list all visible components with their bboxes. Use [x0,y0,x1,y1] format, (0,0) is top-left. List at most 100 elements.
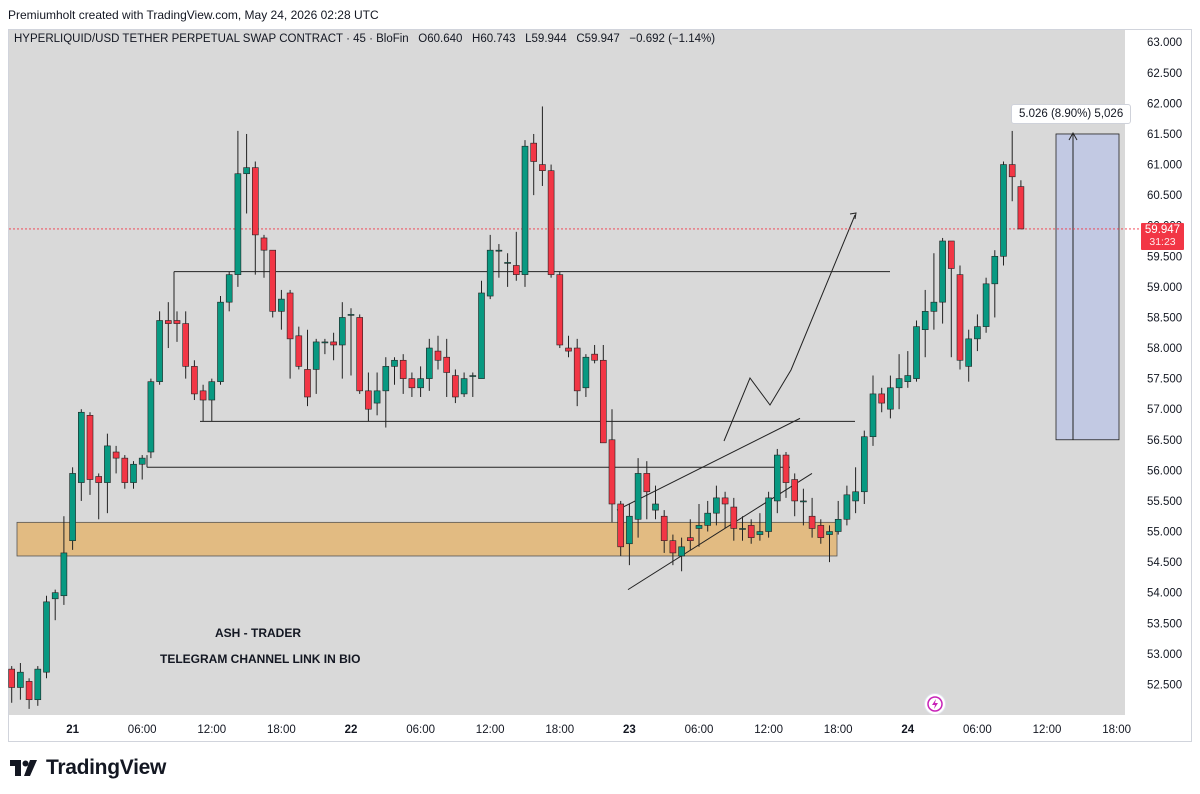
candle-body [95,476,102,483]
candle-body [295,335,303,367]
x-tick-label: 12:00 [1033,724,1062,736]
candle-body [234,173,242,275]
candle-body [199,390,207,401]
close-value: 59.947 [584,33,620,45]
y-tick-label: 54.000 [1147,588,1182,600]
candle-body [312,341,320,370]
candle-body [425,347,433,379]
candle-body [443,356,451,373]
candle-body [547,170,555,275]
candle-body [608,439,616,505]
watermark-line-1: ASH - TRADER [215,626,301,640]
candle-body [730,506,738,529]
x-tick-label: 12:00 [476,724,505,736]
candle-body [104,445,111,483]
candle-body [539,164,546,171]
x-tick-label: 24 [901,724,914,736]
y-tick-label: 61.000 [1147,160,1182,172]
candle-body [156,320,163,382]
candle-body [713,497,720,514]
candle-body [965,338,973,367]
symbol-legend[interactable]: HYPERLIQUID/USD TETHER PERPETUAL SWAP CO… [14,33,715,45]
candle-body [826,531,833,535]
candle-body [652,503,659,511]
candle-body [930,301,938,312]
candle-body [565,347,572,352]
measure-arrowhead [1068,131,1078,141]
candle-body [921,311,929,330]
y-tick-label: 62.500 [1147,68,1182,80]
candle-body [504,262,511,264]
candle-body [991,255,999,285]
low-label: L [525,33,532,45]
candle-body [173,320,181,324]
candle-body [887,387,894,410]
candle-body [69,473,76,541]
candle-body [669,540,677,554]
candle-body [660,515,668,541]
x-tick-label: 12:00 [754,724,783,736]
candle-body [252,167,259,236]
y-tick-label: 60.500 [1147,190,1182,202]
candle-body [191,366,198,395]
candle-body [591,353,598,361]
candle-body [947,240,955,269]
candle-body [634,473,642,520]
y-tick-label: 62.000 [1147,98,1182,110]
candle-body [860,436,868,493]
candle-body [269,249,277,312]
candle-body [330,341,337,346]
x-tick-label: 18:00 [1102,724,1131,736]
candle-body [817,525,825,538]
candle-body [495,249,503,252]
y-tick-label: 53.500 [1147,618,1182,630]
candle-body [356,317,364,392]
measure-label[interactable]: 5.026 (8.90%) 5,026 [1011,104,1132,124]
x-tick-label: 18:00 [824,724,853,736]
candle-body [286,292,294,340]
candle-body [43,601,50,673]
candle-body [391,359,398,367]
tradingview-logo[interactable]: TradingView [10,756,166,780]
candle-body [217,301,224,382]
candle-body [599,359,607,444]
candle-body [739,528,746,530]
candle-body [434,350,442,361]
candle-body [1000,164,1007,257]
candle-body [869,393,877,438]
candle-body [278,298,285,312]
candle-body [478,292,485,379]
candle-body [338,317,346,346]
candle-body [243,167,250,175]
candle-body [686,537,694,541]
candle-body [452,375,459,398]
candle-body [1008,164,1016,178]
channel-upper-line [616,417,801,511]
candle-body [25,681,33,701]
candle-body [956,274,964,361]
x-tick-label: 12:00 [197,724,226,736]
low-value: 59.944 [531,33,567,45]
candle-body [165,320,172,324]
candle-body [939,240,946,303]
candle-body [678,546,685,557]
symbol-title[interactable]: HYPERLIQUID/USD TETHER PERPETUAL SWAP CO… [14,33,409,45]
y-tick-label: 57.000 [1147,404,1182,416]
candle-body [808,515,816,529]
y-tick-label: 59.000 [1147,282,1182,294]
flash-icon[interactable] [924,693,946,715]
candle-body [182,323,189,367]
candle-body [8,668,15,688]
y-tick-label: 58.000 [1147,343,1182,355]
candle-body [704,512,712,526]
open-value: 60.640 [427,33,463,45]
open-label: O [418,33,428,45]
close-label: C [576,33,585,45]
candle-body [521,145,529,275]
candle-body [904,375,912,382]
x-tick-label: 21 [66,724,79,736]
candle-body [460,378,468,395]
candle-body [373,390,381,404]
candle-body [225,274,233,303]
